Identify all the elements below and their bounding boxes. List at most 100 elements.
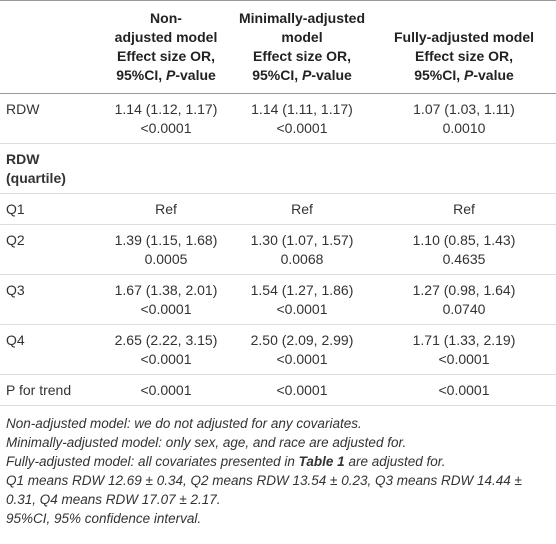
footnote: Minimally-adjusted model: only sex, age,… bbox=[6, 435, 407, 450]
cell-line: 1.54 (1.27, 1.86) bbox=[250, 282, 354, 298]
header-text: 95%CI, bbox=[252, 67, 302, 83]
footnote-text: Fully-adjusted model: all covariates pre… bbox=[6, 454, 299, 469]
header-line: Effect size OR, bbox=[414, 48, 514, 64]
header-line: Non- bbox=[150, 10, 182, 26]
header-text: P bbox=[302, 67, 312, 83]
header-cell: Fully-adjusted model Effect size OR, 95%CI… bbox=[372, 0, 556, 94]
footnote: Fully-adjusted model: all covariates pre… bbox=[6, 452, 550, 471]
row-label: P for trend bbox=[0, 374, 100, 406]
cell-line: Ref bbox=[155, 201, 177, 217]
footnote: Non-adjusted model: we do not adjusted f… bbox=[6, 416, 362, 431]
cell-line: 0.4635 bbox=[442, 251, 486, 267]
header-row: Non-adjusted model Effect size OR, 95%CI, … bbox=[0, 0, 556, 94]
cell-line: <0.0001 bbox=[276, 301, 328, 317]
header-cell bbox=[0, 0, 100, 94]
table-row: RDW (quartile) bbox=[0, 143, 556, 194]
row-label: Q3 bbox=[0, 274, 100, 325]
cell-line: 0.0740 bbox=[442, 301, 486, 317]
header-line: 95%CI, P-value bbox=[236, 66, 368, 85]
cell-line: 2.50 (2.09, 2.99) bbox=[250, 332, 354, 348]
cell-line: Ref bbox=[291, 201, 313, 217]
cell-line: 0.0068 bbox=[280, 251, 324, 267]
table-cell: Ref bbox=[100, 193, 232, 225]
table-cell: 1.14 (1.12, 1.17) <0.0001 bbox=[100, 93, 232, 144]
table-cell: 1.30 (1.07, 1.57) 0.0068 bbox=[232, 224, 372, 275]
cell-line: 1.14 (1.11, 1.17) bbox=[251, 101, 353, 117]
header-text: 95%CI, bbox=[116, 67, 166, 83]
footnote-text: are adjusted for. bbox=[344, 454, 446, 469]
table-cell: <0.0001 bbox=[232, 374, 372, 406]
cell-line: 1.07 (1.03, 1.11) bbox=[413, 101, 515, 117]
header-text: -value bbox=[175, 67, 216, 83]
table-cell: <0.0001 bbox=[100, 374, 232, 406]
cell-line: <0.0001 bbox=[276, 382, 328, 398]
table-cell: Ref bbox=[232, 193, 372, 225]
table-header: Non-adjusted model Effect size OR, 95%CI, … bbox=[0, 0, 556, 94]
section-line: (quartile) bbox=[6, 170, 66, 186]
row-label: Q2 bbox=[0, 224, 100, 275]
cell-line: <0.0001 bbox=[140, 382, 192, 398]
table-cell: 1.54 (1.27, 1.86) <0.0001 bbox=[232, 274, 372, 325]
cell-line: 1.10 (0.85, 1.43) bbox=[412, 232, 516, 248]
table-row: Q1 Ref Ref Ref bbox=[0, 193, 556, 225]
table-cell: 1.07 (1.03, 1.11) 0.0010 bbox=[372, 93, 556, 144]
cell-line: 0.0010 bbox=[442, 120, 486, 136]
header-line: Fully-adjusted model bbox=[393, 29, 534, 45]
cell-line: <0.0001 bbox=[140, 351, 192, 367]
table-row: RDW 1.14 (1.12, 1.17) <0.0001 1.14 (1.11, 1… bbox=[0, 93, 556, 144]
table-cell: 1.67 (1.38, 2.01) <0.0001 bbox=[100, 274, 232, 325]
header-text: 95%CI, bbox=[414, 67, 464, 83]
row-label: Q1 bbox=[0, 193, 100, 225]
cell-line: 2.65 (2.22, 3.15) bbox=[114, 332, 218, 348]
section-line: RDW bbox=[6, 151, 40, 167]
table-row: Q4 2.65 (2.22, 3.15) <0.0001 2.50 (2.09, 2.… bbox=[0, 324, 556, 375]
row-label: Q4 bbox=[0, 324, 100, 375]
table-cell: 1.10 (0.85, 1.43) 0.4635 bbox=[372, 224, 556, 275]
table-cell: <0.0001 bbox=[372, 374, 556, 406]
footnote-text: Table 1 bbox=[298, 454, 345, 469]
table-cell: Ref bbox=[372, 193, 556, 225]
header-line: adjusted model bbox=[114, 29, 218, 45]
footnote: Q1 means RDW 12.69 ± 0.34, Q2 means RDW … bbox=[6, 473, 522, 507]
table-body: RDW 1.14 (1.12, 1.17) <0.0001 1.14 (1.11, 1… bbox=[0, 93, 556, 406]
table: Non-adjusted model Effect size OR, 95%CI, … bbox=[0, 0, 556, 406]
header-cell: Non-adjusted model Effect size OR, 95%CI, … bbox=[100, 0, 232, 94]
table-row: Q3 1.67 (1.38, 2.01) <0.0001 1.54 (1.27, 1.… bbox=[0, 274, 556, 325]
row-label: RDW bbox=[0, 93, 100, 144]
table-cell: 1.27 (0.98, 1.64) 0.0740 bbox=[372, 274, 556, 325]
cell-line: <0.0001 bbox=[276, 351, 328, 367]
table-cell: 1.39 (1.15, 1.68) 0.0005 bbox=[100, 224, 232, 275]
cell-line: 0.0005 bbox=[144, 251, 188, 267]
cell-line: <0.0001 bbox=[276, 120, 328, 136]
header-text: P bbox=[166, 67, 176, 83]
table-row: Q2 1.39 (1.15, 1.68) 0.0005 1.30 (1.07, 1.5… bbox=[0, 224, 556, 275]
table-cell: 1.71 (1.33, 2.19) <0.0001 bbox=[372, 324, 556, 375]
cell-line: 1.14 (1.12, 1.17) bbox=[114, 101, 218, 117]
cell-line: 1.27 (0.98, 1.64) bbox=[412, 282, 516, 298]
header-line: Minimally-adjusted bbox=[238, 10, 366, 26]
header-cell: Minimally-adjusted model Effect size OR, 95… bbox=[232, 0, 372, 94]
cell-line: <0.0001 bbox=[140, 120, 192, 136]
header-text: -value bbox=[473, 67, 514, 83]
cell-line: 1.71 (1.33, 2.19) bbox=[412, 332, 516, 348]
header-line: model bbox=[281, 29, 323, 45]
header-line: Effect size OR, bbox=[116, 48, 216, 64]
footnote: 95%CI, 95% confidence interval. bbox=[6, 511, 202, 526]
header-line: 95%CI, P-value bbox=[104, 66, 228, 85]
section-label: RDW (quartile) bbox=[0, 143, 556, 194]
table-cell: 2.65 (2.22, 3.15) <0.0001 bbox=[100, 324, 232, 375]
table-cell: 2.50 (2.09, 2.99) <0.0001 bbox=[232, 324, 372, 375]
cell-line: 1.30 (1.07, 1.57) bbox=[250, 232, 354, 248]
header-text: -value bbox=[311, 67, 352, 83]
cell-line: <0.0001 bbox=[438, 351, 490, 367]
cell-line: <0.0001 bbox=[140, 301, 192, 317]
table-cell: 1.14 (1.11, 1.17) <0.0001 bbox=[232, 93, 372, 144]
cell-line: Ref bbox=[453, 201, 475, 217]
header-text: P bbox=[464, 67, 474, 83]
cell-line: <0.0001 bbox=[438, 382, 490, 398]
cell-line: 1.67 (1.38, 2.01) bbox=[114, 282, 218, 298]
footnotes: Non-adjusted model: we do not adjusted f… bbox=[0, 406, 556, 528]
header-line: 95%CI, P-value bbox=[376, 66, 552, 85]
cell-line: 1.39 (1.15, 1.68) bbox=[114, 232, 218, 248]
